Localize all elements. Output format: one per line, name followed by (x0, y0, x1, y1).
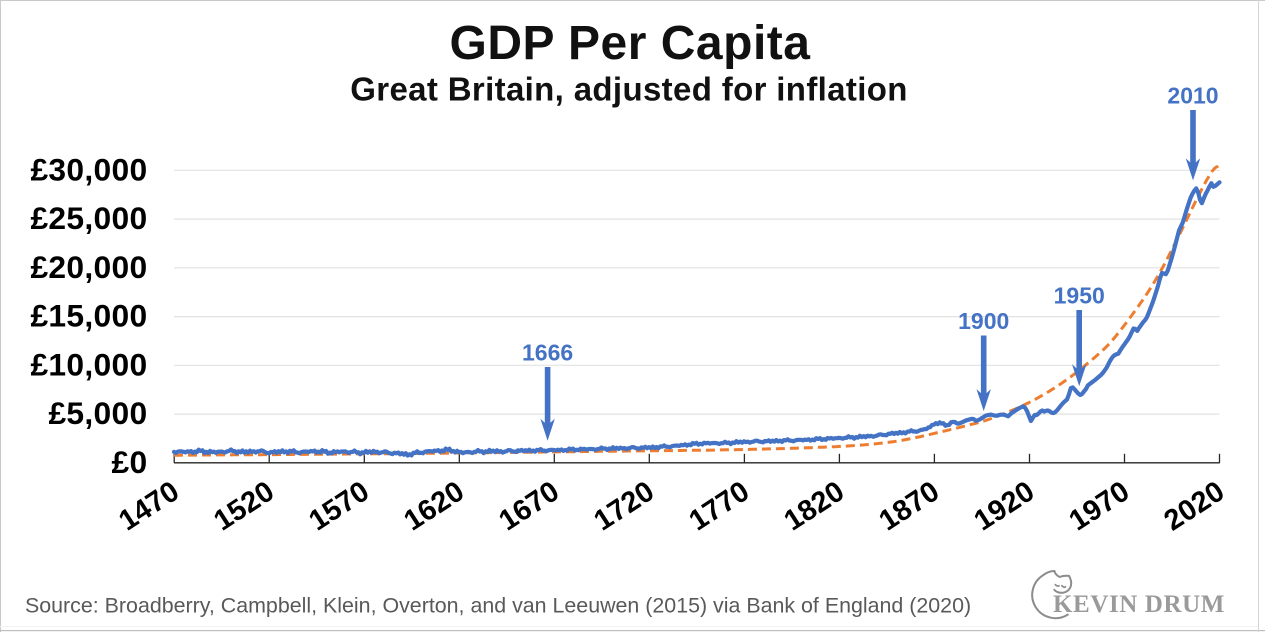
svg-text:1900: 1900 (958, 308, 1009, 334)
svg-text:2010: 2010 (1167, 83, 1218, 109)
svg-text:£20,000: £20,000 (30, 249, 147, 285)
svg-text:Source: Broadberry, Campbell,: Source: Broadberry, Campbell, Klein, Ove… (25, 594, 971, 618)
svg-text:1666: 1666 (522, 340, 573, 366)
svg-text:1950: 1950 (1054, 283, 1105, 309)
svg-text:GDP Per Capita: GDP Per Capita (450, 17, 811, 70)
svg-text:Great Britain, adjusted for in: Great Britain, adjusted for inflation (350, 71, 908, 108)
svg-text:KEVIN DRUM: KEVIN DRUM (1053, 591, 1225, 618)
svg-text:£10,000: £10,000 (30, 346, 147, 382)
svg-text:£30,000: £30,000 (30, 151, 147, 187)
svg-text:£5,000: £5,000 (48, 395, 147, 431)
svg-text:£25,000: £25,000 (30, 200, 147, 236)
svg-text:£0: £0 (112, 444, 148, 480)
svg-text:£15,000: £15,000 (30, 298, 147, 334)
